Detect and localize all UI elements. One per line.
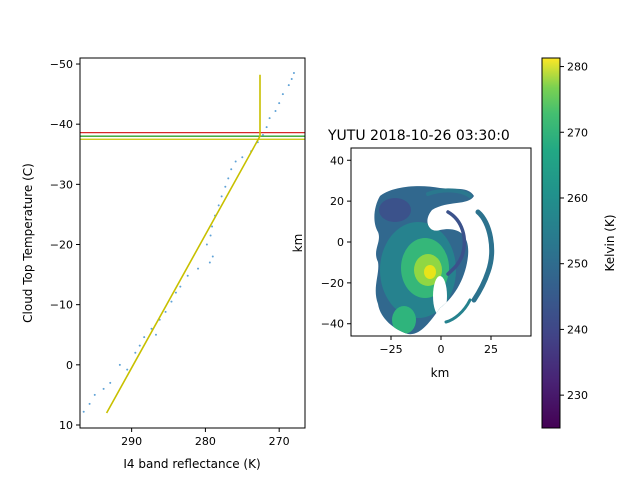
storm-clear-gap — [433, 276, 447, 316]
scatter-point — [138, 344, 141, 347]
scatter-point — [209, 234, 212, 237]
scatter-point — [88, 402, 91, 405]
scatter-point — [281, 93, 284, 96]
y-tick-label: 0 — [66, 359, 73, 372]
scatter-point — [82, 410, 85, 413]
scatter-point — [224, 185, 227, 188]
scatter-point — [234, 160, 237, 163]
storm-edge-cold — [379, 198, 411, 222]
colorbar-tick-label: 250 — [567, 258, 588, 271]
middle-y-axis-label: km — [291, 234, 305, 253]
y-tick-label: −20 — [321, 277, 344, 290]
scatter-point — [268, 117, 271, 120]
scatter-point — [102, 387, 105, 390]
left-x-ticks: 290 280 270 — [121, 428, 290, 448]
x-tick-label: 280 — [195, 435, 216, 448]
y-tick-label: 20 — [330, 195, 344, 208]
scatter-point — [118, 363, 121, 366]
scatter-point — [154, 333, 157, 336]
scatter-point — [208, 261, 211, 264]
colorbar-frame — [541, 57, 561, 429]
scatter-point — [227, 177, 230, 180]
scatter-point — [261, 134, 264, 137]
scatter-point — [205, 243, 208, 246]
scatter-point — [170, 300, 173, 303]
y-tick-label: 0 — [337, 236, 344, 249]
x-tick-label: 0 — [438, 343, 445, 356]
scatter-plot-area — [80, 72, 305, 414]
scatter-point — [278, 102, 281, 105]
storm-south-tail — [392, 306, 416, 334]
scatter-point — [290, 78, 293, 81]
colorbar-tick-label: 270 — [567, 126, 588, 139]
y-tick-label: −40 — [50, 118, 73, 131]
colorbar-tick-label: 260 — [567, 192, 588, 205]
x-tick-label: 290 — [121, 435, 142, 448]
scatter-point — [211, 225, 214, 228]
colorbar-tick-label: 240 — [567, 323, 588, 336]
middle-x-axis-label: km — [431, 366, 450, 380]
scatter-point — [150, 327, 153, 330]
scatter-point — [292, 72, 295, 75]
colorbar-gradient — [542, 58, 560, 428]
scatter-point — [134, 351, 137, 354]
storm-south-arc — [444, 298, 472, 324]
middle-panel: −25 0 25 −40 −20 0 20 40 YUTU 2018-10-26 03:30… — [291, 128, 532, 380]
storm-spiral-band-outer — [471, 209, 495, 303]
scatter-point — [211, 255, 214, 258]
scatter-point — [126, 368, 129, 371]
left-x-axis-label: I4 band reflectance (K) — [123, 457, 260, 471]
y-tick-label: 40 — [330, 154, 344, 167]
scatter-point — [230, 168, 233, 171]
middle-y-ticks: −40 −20 0 20 40 — [321, 154, 351, 331]
y-tick-label: −10 — [50, 299, 73, 312]
scatter-point — [174, 291, 177, 294]
scatter-point — [287, 84, 290, 87]
middle-x-ticks: −25 0 25 — [379, 336, 498, 356]
scatter-point — [179, 285, 182, 288]
colorbar-tick-label: 280 — [567, 61, 588, 74]
left-y-ticks: −50 −40 −30 −20 −10 0 10 — [50, 58, 80, 432]
scatter-point — [143, 336, 146, 339]
colorbar-label: Kelvin (K) — [603, 214, 617, 271]
storm-spiral-band-inner — [446, 210, 467, 276]
scatter-point — [241, 156, 244, 159]
left-panel: 290 280 270 −50 −40 −30 −20 −10 0 10 I4 band ref… — [21, 57, 306, 471]
scatter-point — [274, 109, 277, 112]
y-tick-label: −20 — [50, 239, 73, 252]
left-y-axis-label: Cloud Top Temperature (C) — [21, 163, 35, 323]
y-tick-label: −40 — [321, 318, 344, 331]
y-tick-label: −30 — [50, 178, 73, 191]
scatter-point — [197, 267, 200, 270]
scatter-point — [93, 393, 96, 396]
scatter-point — [265, 126, 268, 129]
fit-line — [105, 74, 261, 414]
colorbar: 230 240 250 260 270 280 Kelvin (K) — [541, 57, 617, 429]
colorbar-ticks: 230 240 250 260 270 280 — [560, 61, 588, 402]
x-tick-label: 270 — [269, 435, 290, 448]
storm-core — [424, 265, 436, 279]
scatter-point — [164, 310, 167, 313]
left-axes-frame — [79, 57, 306, 429]
y-tick-label: −50 — [50, 58, 73, 71]
middle-title: YUTU 2018-10-26 03:30:0 — [327, 128, 510, 144]
colorbar-tick-label: 230 — [567, 389, 588, 402]
x-tick-label: −25 — [379, 343, 402, 356]
y-tick-label: 10 — [59, 419, 73, 432]
scatter-point — [220, 195, 223, 198]
storm-image — [374, 186, 495, 335]
x-tick-label: 25 — [484, 343, 498, 356]
storm-spiral-band-top — [426, 188, 472, 198]
scatter-point — [217, 204, 220, 207]
scatter-point — [186, 274, 189, 277]
scatter-point — [109, 381, 112, 384]
